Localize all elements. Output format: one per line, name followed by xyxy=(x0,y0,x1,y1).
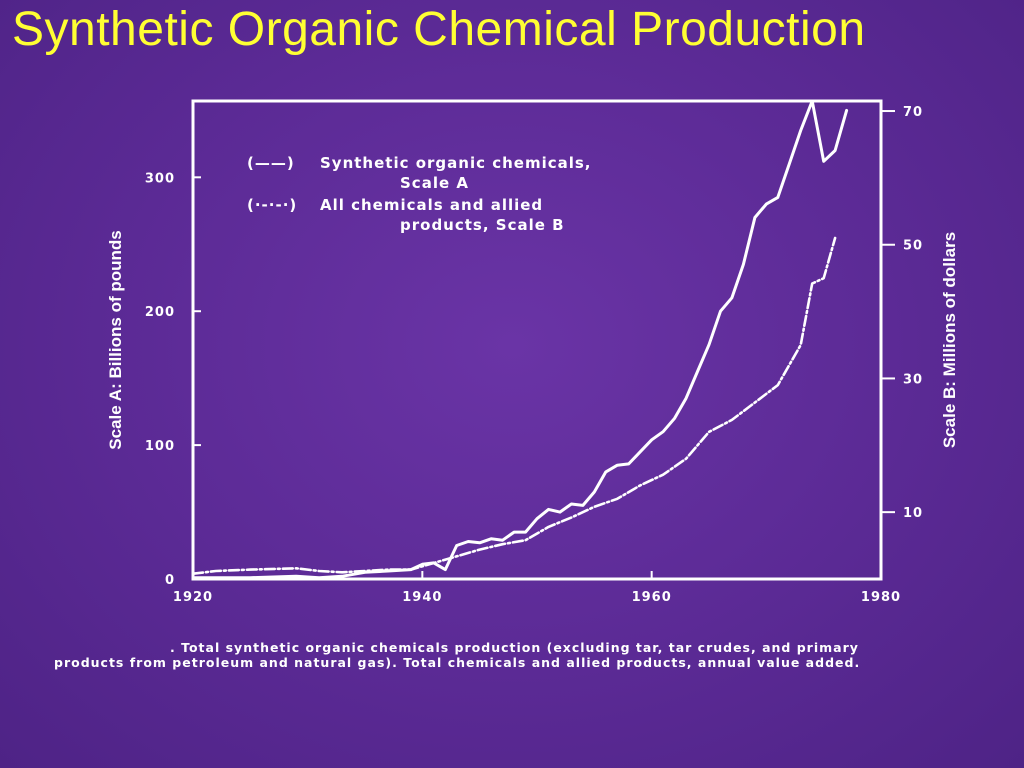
left-tick-label: 300 xyxy=(145,171,175,186)
legend-label-1-line1: Synthetic organic chemicals, xyxy=(320,154,592,172)
right-axis-label: Scale B: Millions of dollars xyxy=(940,232,959,448)
x-tick-label: 1980 xyxy=(861,590,901,605)
legend-symbol-1: (——) xyxy=(247,154,295,172)
plot-frame xyxy=(191,99,883,581)
right-tick-label: 70 xyxy=(903,105,923,120)
left-axis-label: Scale A: Billions of pounds xyxy=(106,230,125,449)
right-tick-label: 30 xyxy=(903,372,923,387)
slide-title: Synthetic Organic Chemical Production xyxy=(12,3,866,56)
legend-label-2-line1: All chemicals and allied xyxy=(320,196,543,214)
x-tick-label: 1920 xyxy=(173,590,213,605)
x-tick-label: 1940 xyxy=(402,590,442,605)
x-tick-label: 1960 xyxy=(632,590,672,605)
legend-symbol-2: (·-·-·) xyxy=(247,196,297,214)
series-line-1 xyxy=(191,99,849,580)
caption-line-1: . Total synthetic organic chemicals prod… xyxy=(170,640,859,655)
left-tick-label: 0 xyxy=(165,573,175,588)
series-line-2 xyxy=(191,236,837,576)
right-tick-label: 50 xyxy=(903,239,923,254)
right-tick-label: 10 xyxy=(903,506,923,521)
left-tick-label: 200 xyxy=(145,305,175,320)
left-tick-label: 100 xyxy=(145,439,175,454)
legend-label-2-line2: products, Scale B xyxy=(400,216,565,234)
legend-label-1-line2: Scale A xyxy=(400,174,469,192)
legend: (——) Synthetic organic chemicals, Scale … xyxy=(247,154,592,234)
caption-line-2: products from petroleum and natural gas)… xyxy=(54,655,861,670)
